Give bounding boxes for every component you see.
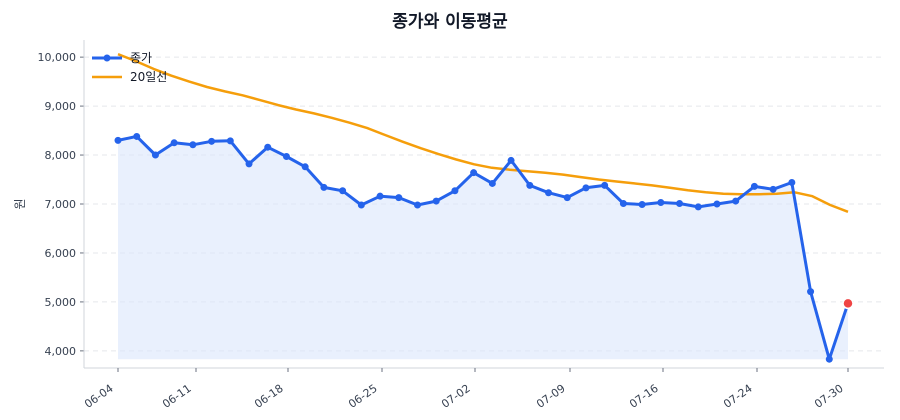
- close-point: [133, 132, 141, 140]
- close-point: [488, 179, 496, 187]
- close-point: [788, 178, 796, 186]
- close-point: [357, 201, 365, 209]
- y-tick-label: 6,000: [45, 247, 77, 260]
- close-point: [638, 200, 646, 208]
- y-axis-label: 원: [13, 198, 27, 209]
- x-tick-label: 06-04: [82, 382, 116, 411]
- close-point: [151, 151, 159, 159]
- close-point: [208, 137, 216, 145]
- x-tick-label: 06-18: [252, 382, 286, 411]
- close-area-fill: [118, 136, 848, 360]
- x-tick-label: 07-30: [812, 382, 846, 411]
- close-point: [526, 181, 534, 189]
- y-tick-label: 9,000: [45, 100, 77, 113]
- close-point: [226, 137, 234, 145]
- close-point: [545, 189, 553, 197]
- x-tick-label: 07-24: [721, 382, 755, 411]
- close-point: [619, 200, 627, 208]
- close-highlight-point: [842, 297, 854, 310]
- y-tick-label: 7,000: [45, 198, 77, 211]
- close-point: [750, 182, 758, 190]
- close-point: [245, 160, 253, 168]
- chart-title: 종가와 이동평균: [392, 12, 508, 32]
- y-tick-label: 5,000: [45, 296, 77, 309]
- close-point: [825, 355, 833, 363]
- close-point: [694, 203, 702, 211]
- x-tick-label: 07-02: [439, 382, 473, 411]
- close-point: [395, 194, 403, 202]
- close-point: [189, 141, 197, 149]
- close-point: [769, 185, 777, 193]
- y-tick-label: 8,000: [45, 149, 77, 162]
- x-tick-label: 07-09: [534, 382, 568, 411]
- close-point: [170, 139, 178, 147]
- x-tick-label: 06-11: [160, 382, 194, 411]
- close-point: [713, 200, 721, 208]
- close-point: [807, 288, 815, 296]
- close-point: [470, 169, 478, 177]
- close-point: [301, 163, 309, 171]
- ma20-line: [117, 53, 849, 213]
- legend-marker-close: [103, 54, 111, 62]
- x-tick-label: 07-16: [627, 382, 661, 411]
- legend-label-close: 종가: [130, 51, 152, 65]
- close-point: [114, 136, 122, 144]
- close-point: [451, 187, 459, 195]
- y-tick-label: 10,000: [38, 51, 77, 64]
- close-point: [582, 184, 590, 192]
- close-point: [732, 197, 740, 205]
- close-point: [320, 183, 328, 191]
- close-point: [676, 200, 684, 208]
- y-tick-label: 4,000: [45, 345, 77, 358]
- x-tick-label: 06-25: [346, 382, 380, 411]
- legend-label-ma20: 20일선: [130, 70, 167, 84]
- close-point: [432, 197, 440, 205]
- close-point: [339, 187, 347, 195]
- close-point: [413, 201, 421, 209]
- close-point: [282, 153, 290, 161]
- close-line: [117, 134, 850, 361]
- close-point: [601, 181, 609, 189]
- legend: 종가 20일선: [92, 51, 167, 84]
- close-point: [264, 143, 272, 151]
- close-point: [563, 194, 571, 202]
- close-point: [507, 156, 515, 164]
- close-point: [376, 192, 384, 200]
- close-point: [657, 199, 665, 207]
